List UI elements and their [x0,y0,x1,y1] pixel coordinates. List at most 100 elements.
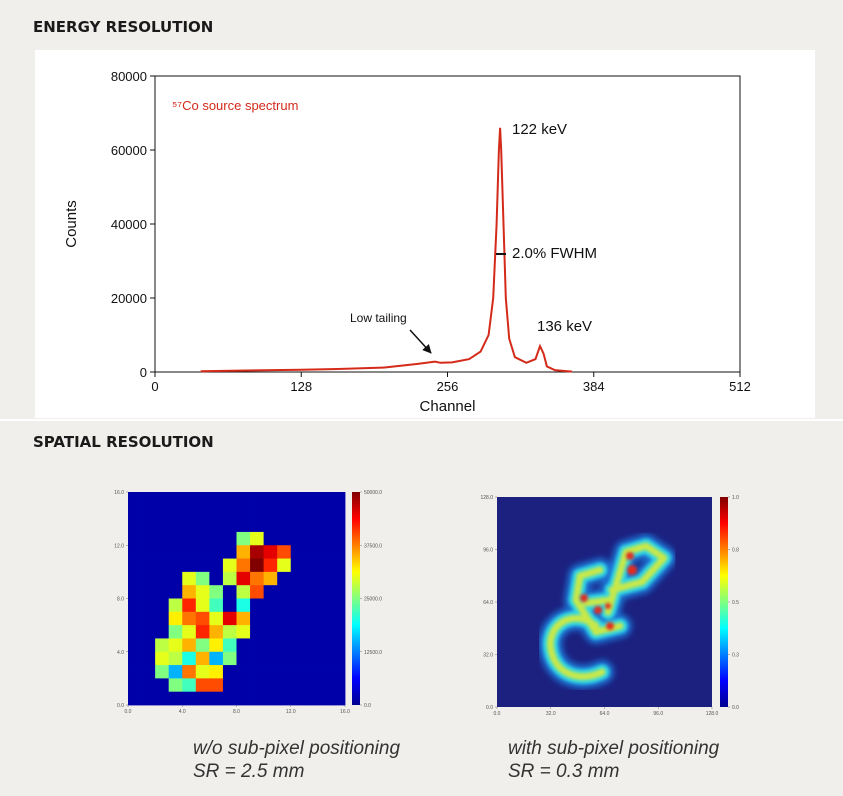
heatmap-cell [304,492,318,506]
heatmap-cell [169,599,183,613]
heatmap-cell [250,545,264,559]
heatmap-cell [237,652,251,666]
y-tick-label: 80000 [111,69,147,84]
y-tick-label: 12.0 [114,543,124,549]
heatmap-cell [169,545,183,559]
heatmap-cell [155,545,169,559]
heatmap-cell [155,692,169,706]
heatmap-cell [277,625,291,639]
annotation: 2.0% FWHM [512,245,597,262]
heatmap-cell [196,492,210,506]
heatmap-cell [169,492,183,506]
heatmap-cell [128,652,142,666]
heatmap-cell [209,599,223,613]
heatmap-cell [250,625,264,639]
heatmap-cell [209,678,223,692]
heatmap-cell [196,678,210,692]
y-tick-label: 32.0 [483,653,493,659]
heatmap-cell [318,678,332,692]
colorbar-tick-label: 0.5 [732,600,739,606]
heatmap-cell [264,638,278,652]
heatmap-cell [331,638,345,652]
colorbar [720,497,728,707]
heatmap-cell [142,559,156,573]
heatmap-cell [237,519,251,533]
heatmap-cell [155,638,169,652]
heatmap-cell [250,599,264,613]
heatmap-cell [304,692,318,706]
heatmap-cell [277,612,291,626]
y-tick-label: 20000 [111,291,147,306]
heatmap-cell [155,652,169,666]
heatmap-cell [318,625,332,639]
heatmap-cell [304,519,318,533]
heatmap-cell [318,559,332,573]
x-tick-label: 12.0 [286,709,296,715]
heatmap-cell [318,545,332,559]
heatmap-cell [237,692,251,706]
heatmap-cell [142,505,156,519]
heatmap-cell [196,665,210,679]
heatmap-cell [250,492,264,506]
heatmap-cell [331,612,345,626]
heatmap-cell [169,612,183,626]
heatmap-cell [237,585,251,599]
heatmap-cell [142,545,156,559]
heatmap-cell [250,665,264,679]
heatmap-cell [304,572,318,586]
heatmap-cell [318,585,332,599]
heatmap-cell [223,545,237,559]
heatmap-cell [209,625,223,639]
heatmap-cell [277,505,291,519]
heatmap-cell [128,599,142,613]
heatmap-cell [318,692,332,706]
heatmap-cell [277,492,291,506]
heatmap-cell [142,692,156,706]
heatmap-cell [291,638,305,652]
heatmap-cell [169,559,183,573]
x-tick-label: 4.0 [179,709,186,715]
heatmap-cell [196,585,210,599]
heatmap-cell [209,652,223,666]
heatmap-cell [128,678,142,692]
heatmap-cell [209,585,223,599]
heatmap-cell [142,599,156,613]
heatmap-cell [318,638,332,652]
heatmap-cell [291,492,305,506]
heatmap-cell [209,572,223,586]
colorbar-tick-label: 12500.0 [364,650,382,656]
heatmap-cell [237,625,251,639]
y-tick-label: 8.0 [117,597,124,603]
heatmap-cell [155,505,169,519]
x-tick-label: 128.0 [706,711,719,717]
heatmap-cell [237,599,251,613]
heatmap-cell [182,599,196,613]
x-tick-label: 384 [583,379,605,394]
heatmap-cell [250,652,264,666]
colorbar [352,492,360,705]
heatmap-cell [155,625,169,639]
heatmap-cell [223,665,237,679]
heatmap-cell [169,625,183,639]
heatmap-cell [169,505,183,519]
heatmap-cell [128,692,142,706]
heatmap-cell [209,559,223,573]
heatmap-cell [223,585,237,599]
heatmap-cell [277,678,291,692]
x-tick-label: 96.0 [653,711,663,717]
heatmap-cell [209,612,223,626]
heatmap-cell [155,492,169,506]
heatmap-cell [223,572,237,586]
heatmap-cell [291,545,305,559]
heatmap-cell [196,519,210,533]
x-tick-label: 0.0 [494,711,501,717]
heatmap-cell [128,519,142,533]
heatmap-cell [277,545,291,559]
heatmap-cell [182,559,196,573]
heatmap-cell [264,678,278,692]
heatmap-cell [142,625,156,639]
heatmap-cell [223,519,237,533]
y-tick-label: 128.0 [480,495,493,501]
x-tick-label: 8.0 [233,709,240,715]
heatmap-cell [237,612,251,626]
